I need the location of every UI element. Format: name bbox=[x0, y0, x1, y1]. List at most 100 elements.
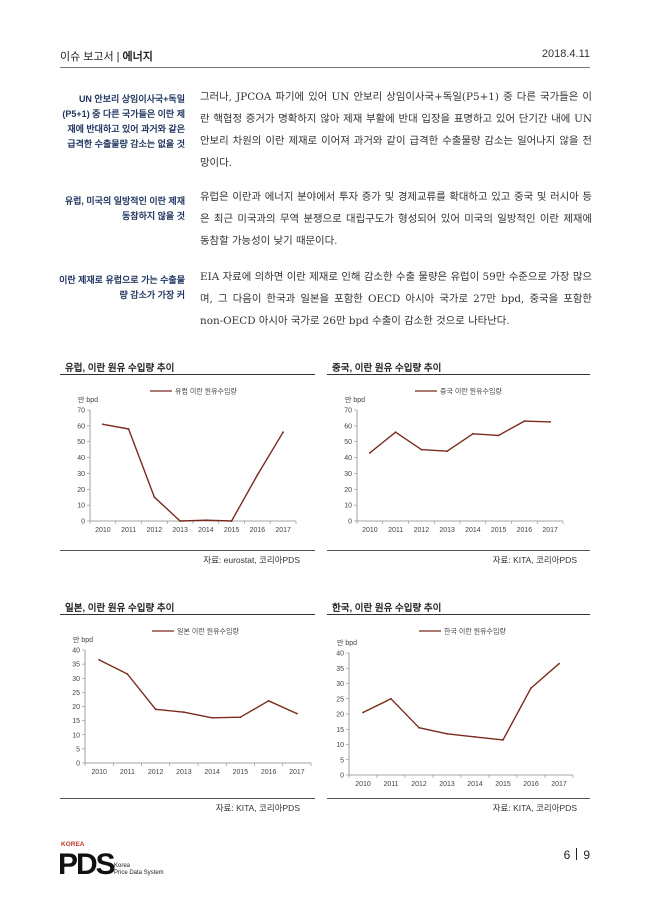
data-point bbox=[204, 519, 207, 522]
x-tick-label: 2015 bbox=[224, 527, 240, 534]
legend-label: 유럽 이란 원유수입량 bbox=[175, 387, 237, 396]
x-tick-label: 2012 bbox=[414, 527, 430, 534]
total-pages: 9 bbox=[583, 848, 590, 862]
y-tick-label: 25 bbox=[72, 690, 80, 697]
x-tick-label: 2017 bbox=[542, 527, 558, 534]
data-point bbox=[211, 716, 214, 719]
data-point bbox=[267, 699, 270, 702]
chart-source-china: 자료: KITA, 코리아PDS bbox=[492, 555, 577, 565]
data-point bbox=[502, 739, 504, 741]
data-point bbox=[418, 726, 420, 729]
y-tick-label: 10 bbox=[77, 503, 85, 510]
y-tick-label: 60 bbox=[77, 423, 85, 430]
data-point bbox=[98, 658, 101, 661]
data-point bbox=[471, 432, 474, 435]
header-left: 이슈 보고서 | 에너지 bbox=[60, 48, 153, 64]
data-point bbox=[549, 420, 552, 423]
x-tick-label: 2010 bbox=[362, 527, 378, 534]
y-tick-label: 20 bbox=[77, 487, 85, 494]
x-tick-label: 2013 bbox=[439, 527, 455, 534]
x-tick-label: 2013 bbox=[176, 769, 192, 776]
x-tick-label: 2011 bbox=[388, 527, 403, 534]
x-tick-label: 2013 bbox=[172, 527, 188, 534]
logo-pds-mark: PDS bbox=[58, 848, 115, 880]
y-unit-label: 만 bpd bbox=[345, 395, 365, 404]
series-line bbox=[102, 423, 284, 522]
series-line bbox=[369, 420, 551, 454]
data-point bbox=[558, 662, 560, 665]
y-tick-label: 40 bbox=[77, 455, 85, 462]
y-tick-label: 40 bbox=[336, 651, 344, 658]
chart-title-rule bbox=[327, 614, 590, 615]
x-tick-label: 2017 bbox=[551, 781, 567, 788]
y-tick-label: 5 bbox=[76, 746, 80, 753]
body-paragraph-3: EIA 자료에 의하면 이란 제재로 인해 감소한 수출 물량은 유럽이 59만… bbox=[200, 271, 592, 327]
report-section: 에너지 bbox=[122, 51, 153, 63]
chart-source-korea: 자료: KITA, 코리아PDS bbox=[492, 803, 577, 813]
legend-label: 한국 이란 원유수입량 bbox=[444, 627, 506, 636]
data-point bbox=[390, 697, 392, 700]
y-tick-label: 30 bbox=[344, 471, 352, 478]
body-paragraph-1: 그러나, JPCOA 파기에 있어 UN 안보리 상임이사국+독일(P5+1) … bbox=[200, 91, 592, 169]
y-tick-label: 25 bbox=[336, 696, 344, 703]
data-point bbox=[446, 732, 448, 735]
chart-title-japan: 일본, 이란 원유 수입량 추이 bbox=[65, 603, 175, 614]
data-point bbox=[497, 434, 500, 437]
body-paragraph-2: 유럽은 이란과 에너지 분야에서 투자 증가 및 경제교류를 확대하고 있고 중… bbox=[200, 191, 592, 247]
x-tick-label: 2012 bbox=[147, 527, 163, 534]
header-separator: | bbox=[116, 51, 120, 63]
side-note-1: UN 안보리 상임이사국+독일(P5+1) 중 다른 국가들은 이란 제재에 반… bbox=[62, 94, 185, 149]
y-tick-label: 0 bbox=[76, 761, 80, 768]
x-tick-label: 2017 bbox=[275, 527, 291, 534]
y-tick-label: 5 bbox=[340, 757, 344, 764]
page-separator bbox=[576, 848, 578, 860]
x-tick-label: 2010 bbox=[355, 781, 371, 788]
y-tick-label: 35 bbox=[72, 662, 80, 669]
y-tick-label: 40 bbox=[344, 455, 352, 462]
data-point bbox=[368, 451, 371, 454]
y-tick-label: 0 bbox=[81, 519, 85, 526]
data-point bbox=[474, 735, 476, 738]
page-header: 이슈 보고서 | 에너지 2018.4.11 bbox=[60, 48, 590, 64]
y-tick-label: 20 bbox=[344, 487, 352, 494]
y-tick-label: 10 bbox=[336, 742, 344, 749]
series-line bbox=[362, 663, 560, 741]
y-tick-label: 50 bbox=[344, 439, 352, 446]
y-tick-label: 70 bbox=[344, 408, 352, 415]
chart-source-japan: 자료: KITA, 코리아PDS bbox=[215, 803, 300, 813]
y-tick-label: 15 bbox=[336, 727, 344, 734]
report-date: 2018.4.11 bbox=[541, 48, 590, 60]
data-point bbox=[362, 711, 364, 714]
x-tick-label: 2016 bbox=[523, 781, 539, 788]
x-tick-label: 2013 bbox=[439, 781, 455, 788]
x-tick-label: 2016 bbox=[517, 527, 533, 534]
x-tick-label: 2010 bbox=[95, 527, 111, 534]
legend-label: 일본 이란 원유수입량 bbox=[177, 627, 239, 636]
data-point bbox=[126, 673, 129, 675]
legend-label: 중국 이란 원유수입량 bbox=[440, 387, 502, 396]
logo-subtitle-1: Korea bbox=[114, 863, 131, 869]
y-tick-label: 15 bbox=[72, 718, 80, 725]
y-tick-label: 40 bbox=[72, 648, 80, 655]
data-point bbox=[282, 431, 285, 434]
data-point bbox=[523, 420, 526, 422]
y-tick-label: 10 bbox=[72, 732, 80, 739]
x-tick-label: 2016 bbox=[261, 769, 277, 776]
data-point bbox=[153, 496, 156, 499]
chart-title-rule bbox=[60, 614, 315, 615]
y-unit-label: 만 bpd bbox=[337, 638, 357, 647]
chart-bottom-rule bbox=[60, 798, 315, 799]
data-point bbox=[182, 711, 185, 714]
chart-title-china: 중국, 이란 원유 수입량 추이 bbox=[332, 363, 442, 374]
y-unit-label: 만 bpd bbox=[73, 635, 93, 644]
chart-bottom-rule bbox=[327, 798, 590, 799]
data-point bbox=[446, 450, 449, 453]
data-point bbox=[295, 712, 298, 715]
chart-source-europe: 자료: eurostat, 코리아PDS bbox=[203, 555, 300, 565]
data-point bbox=[394, 431, 397, 434]
x-tick-label: 2011 bbox=[120, 769, 135, 776]
x-tick-label: 2012 bbox=[148, 769, 164, 776]
